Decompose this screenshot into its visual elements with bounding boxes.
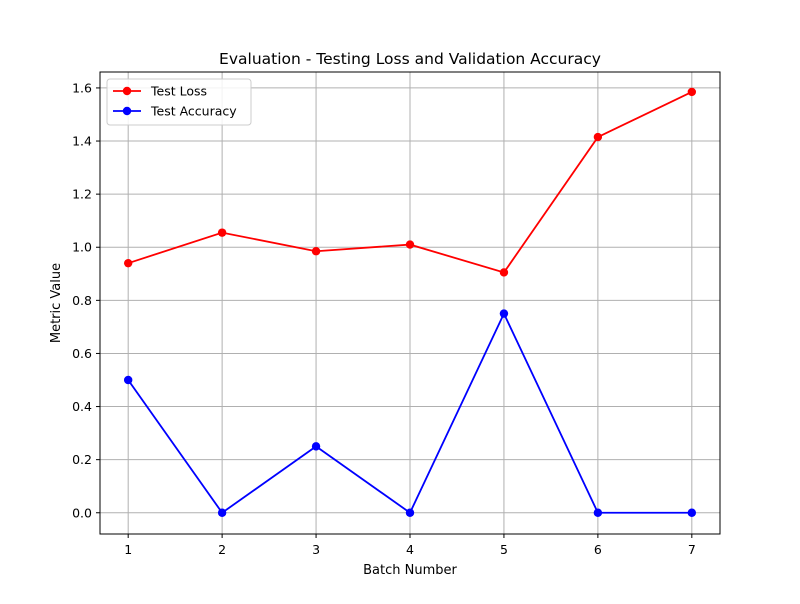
test-accuracy-point — [593, 508, 603, 517]
test-accuracy-point — [217, 508, 227, 517]
y-axis-label: Metric Value — [49, 263, 64, 343]
y-tick-label: 0.6 — [72, 346, 92, 361]
legend: Test Loss Test Accuracy — [106, 78, 252, 126]
y-tick-label: 0.0 — [72, 505, 92, 520]
x-tick-label: 1 — [124, 542, 132, 557]
x-axis-label: Batch Number — [363, 563, 457, 578]
y-tick-label: 1.0 — [72, 240, 92, 255]
y-tick-label: 1.2 — [72, 187, 92, 202]
legend-box — [106, 78, 252, 126]
test-loss-point — [311, 247, 321, 256]
legend-test-loss-marker — [122, 86, 132, 96]
legend-test-accuracy-label: Test Accuracy — [150, 104, 237, 119]
x-axis-ticks: 1 2 3 4 5 6 7 — [124, 534, 696, 557]
test-accuracy-point — [499, 309, 509, 318]
y-tick-label: 1.4 — [72, 134, 92, 149]
y-tick-label: 0.8 — [72, 293, 92, 308]
test-loss-point — [687, 87, 697, 97]
x-tick-label: 2 — [218, 542, 226, 557]
test-loss-point — [593, 132, 603, 142]
x-tick-label: 5 — [500, 542, 508, 557]
chart-title: Evaluation - Testing Loss and Validation… — [219, 50, 601, 68]
test-loss-point — [123, 258, 133, 268]
x-tick-label: 3 — [312, 542, 320, 557]
test-accuracy-point — [687, 508, 697, 517]
test-loss-point — [499, 268, 509, 277]
test-accuracy-point — [405, 508, 415, 517]
x-tick-label: 6 — [594, 542, 602, 557]
data-series — [123, 87, 697, 517]
y-tick-label: 0.4 — [72, 399, 92, 414]
grid-lines — [100, 72, 720, 534]
test-accuracy-point — [123, 375, 133, 385]
legend-test-loss-label: Test Loss — [150, 84, 207, 99]
test-accuracy-point — [311, 442, 321, 451]
y-tick-label: 1.6 — [72, 80, 92, 95]
x-tick-label: 4 — [406, 542, 414, 557]
test-loss-point — [217, 228, 227, 237]
x-tick-label: 7 — [688, 542, 696, 557]
y-tick-label: 0.2 — [72, 452, 92, 467]
legend-test-accuracy-marker — [122, 106, 132, 116]
test-loss-point — [405, 240, 415, 249]
y-axis-ticks: 0.0 0.2 0.4 0.6 0.8 1.0 1.2 1.4 1.6 — [72, 80, 100, 520]
